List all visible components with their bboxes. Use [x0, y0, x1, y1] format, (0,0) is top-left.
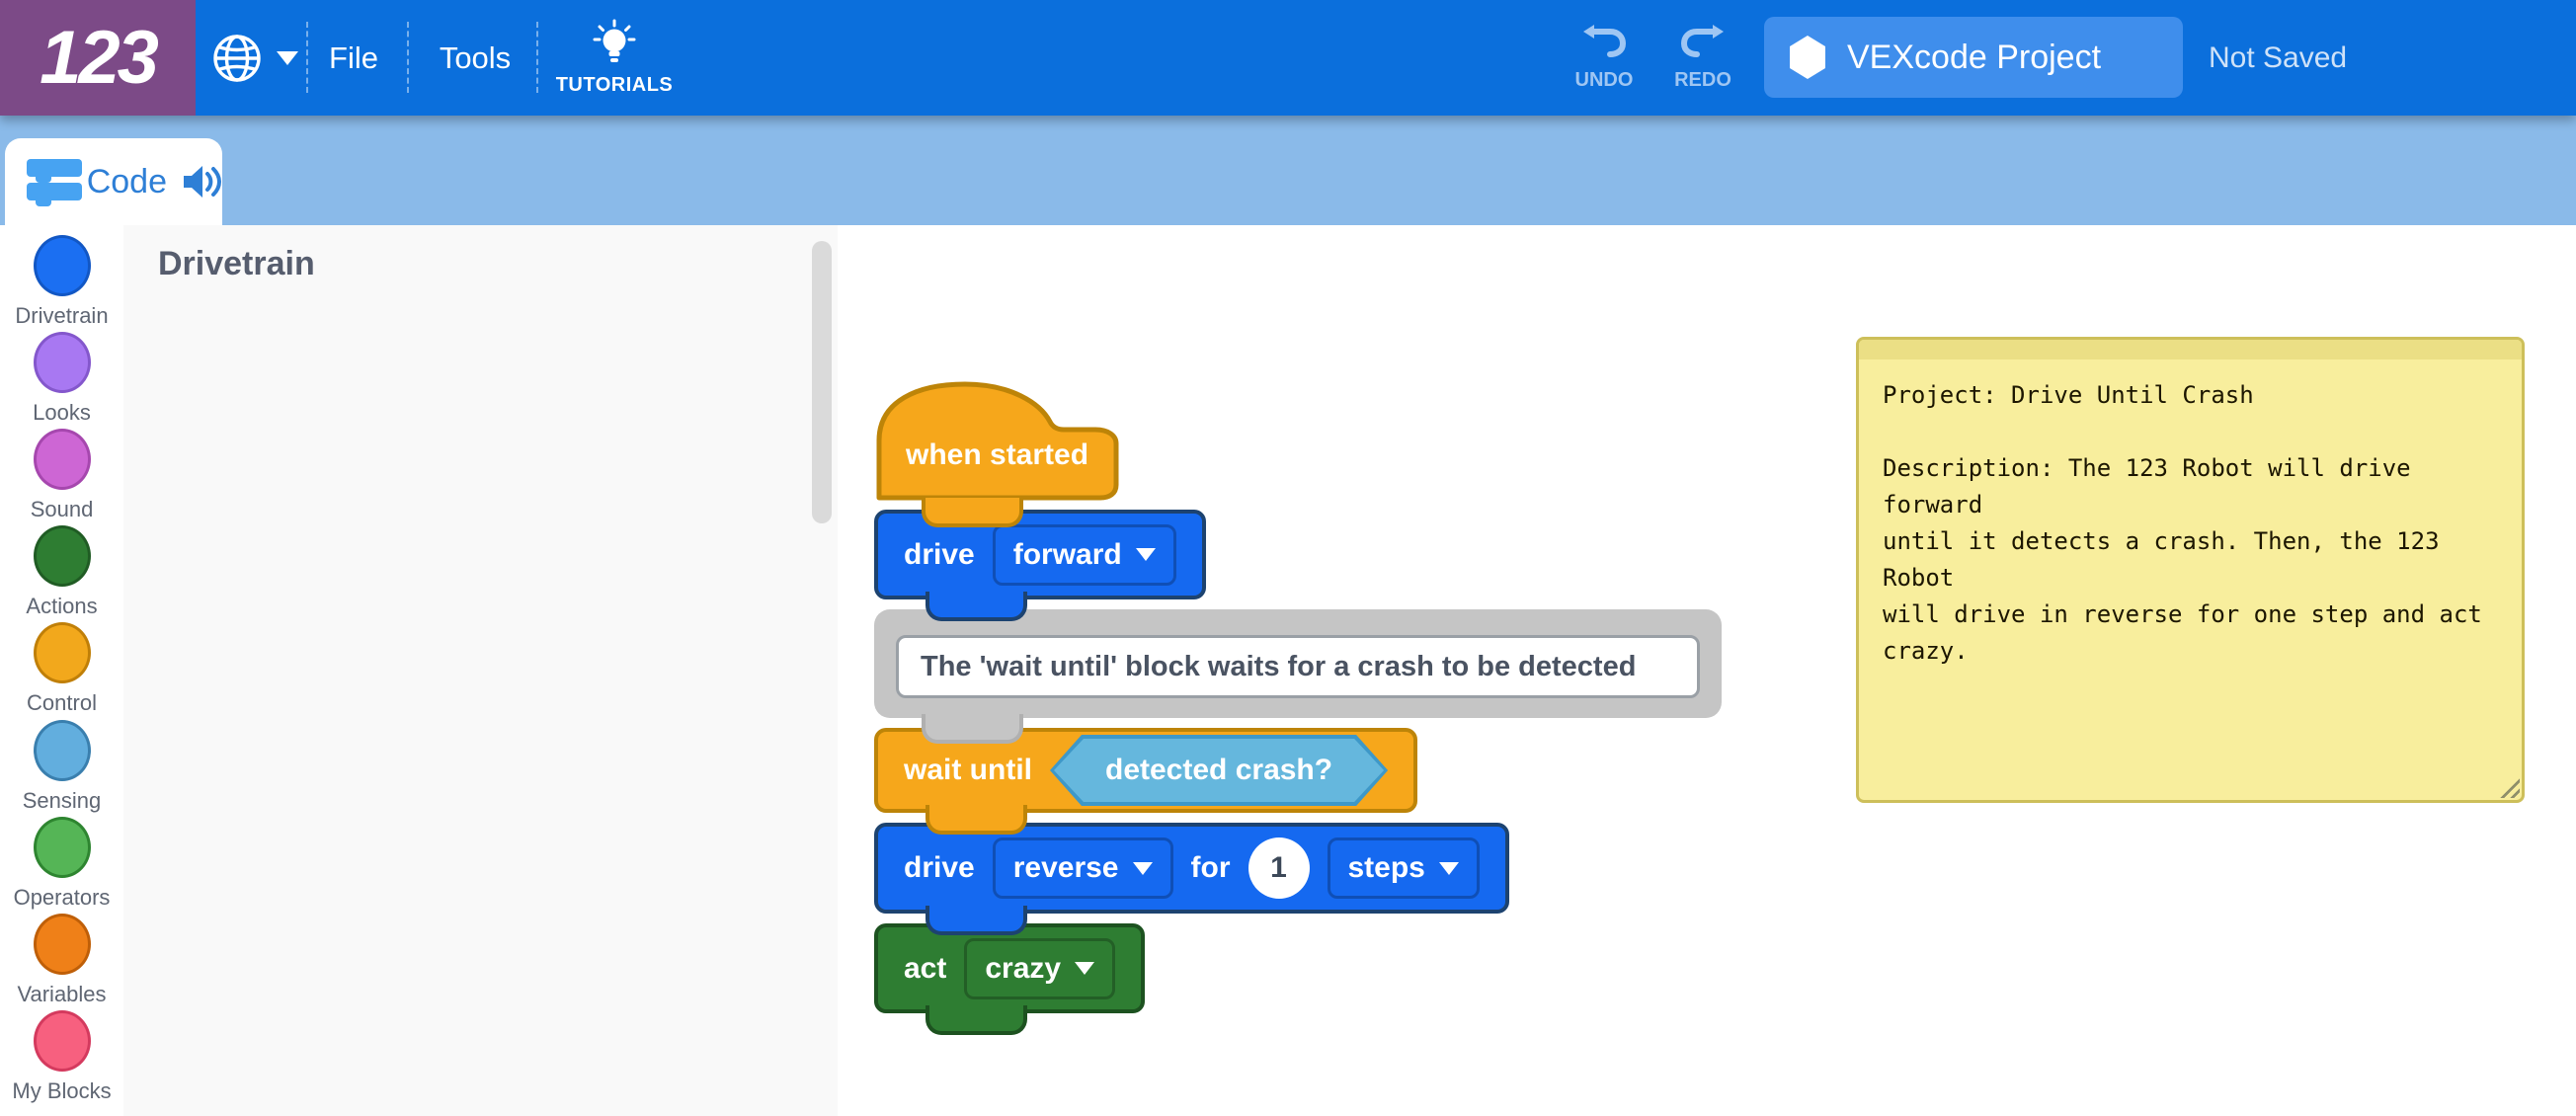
redo-icon	[1680, 24, 1726, 61]
tab-strip: Code	[0, 116, 2576, 225]
speaker-icon[interactable]	[181, 163, 222, 200]
redo-button[interactable]: REDO	[1663, 0, 1742, 116]
dropdown-caret-icon	[1438, 861, 1459, 875]
category-label: Sensing	[22, 788, 102, 813]
tutorials-label: TUTORIALS	[555, 74, 674, 96]
category-circle-icon	[33, 235, 91, 296]
category-label: Sound	[30, 497, 94, 521]
language-menu[interactable]	[211, 0, 298, 116]
dropdown-value: forward	[1012, 537, 1122, 571]
block-bump	[922, 714, 1023, 744]
sidebar-item-variables[interactable]: Variables	[0, 914, 123, 1007]
category-label: Looks	[33, 400, 91, 425]
menu-tools[interactable]: Tools	[439, 40, 512, 75]
value-bubble[interactable]: 1	[1248, 837, 1310, 899]
note-text[interactable]: Project: Drive Until Crash Description: …	[1883, 381, 2482, 665]
block-label: drive	[904, 851, 975, 884]
dropdown-value: crazy	[985, 951, 1062, 985]
block-bump	[922, 498, 1023, 527]
block-drive-forward[interactable]: drive forward	[874, 510, 1206, 621]
category-label: Control	[27, 690, 97, 715]
block-label: drive	[904, 537, 975, 571]
chevron-down-icon	[277, 50, 298, 65]
dropdown-caret-icon	[1075, 962, 1095, 975]
lightbulb-icon	[592, 19, 637, 68]
category-sidebar: Drivetrain Looks Sound Actions Control Sensin…	[0, 225, 123, 1116]
block-bump	[926, 805, 1027, 835]
dropdown-field[interactable]: forward	[992, 523, 1176, 586]
block-label: for	[1190, 851, 1231, 884]
globe-icon	[211, 33, 263, 84]
category-label: Operators	[13, 885, 111, 910]
category-circle-icon	[33, 720, 91, 781]
undo-icon	[1581, 24, 1627, 61]
menu-file[interactable]: File	[329, 40, 378, 75]
category-circle-icon	[33, 817, 91, 878]
top-toolbar: 123 File Tools	[0, 0, 2576, 116]
block-bump	[926, 592, 1027, 621]
comment-text[interactable]: The 'wait until' block waits for a crash…	[896, 635, 1700, 698]
redo-label: REDO	[1674, 69, 1731, 91]
block-when-started[interactable]: when started	[874, 377, 1121, 527]
toolbar-divider	[306, 22, 308, 93]
palette-scrollbar[interactable]	[812, 241, 832, 523]
tutorials-button[interactable]: TUTORIALS	[545, 0, 684, 116]
toolbar-divider	[407, 22, 409, 93]
project-name-button[interactable]: VEXcode Project	[1764, 17, 2183, 98]
sidebar-item-control[interactable]: Control	[0, 622, 123, 716]
project-sticky-note[interactable]: Project: Drive Until Crash Description: …	[1856, 337, 2525, 803]
comment-wait-until[interactable]: The 'wait until' block waits for a crash…	[874, 609, 1722, 744]
category-label: Actions	[26, 594, 98, 618]
category-circle-icon	[33, 914, 91, 975]
dropdown-caret-icon	[1135, 548, 1156, 561]
block-bump	[926, 906, 1027, 935]
block-bump	[926, 1005, 1027, 1035]
dropdown-field[interactable]: reverse	[992, 837, 1173, 899]
category-label: Drivetrain	[15, 303, 109, 328]
block-label: when started	[906, 438, 1089, 471]
sidebar-item-operators[interactable]: Operators	[0, 817, 123, 911]
sidebar-item-my-blocks[interactable]: My Blocks	[0, 1010, 123, 1104]
category-circle-icon	[33, 622, 91, 683]
category-label: Variables	[17, 982, 107, 1006]
hexagon-icon	[1790, 36, 1825, 79]
tab-code[interactable]: Code	[5, 138, 222, 225]
dropdown-value: steps	[1347, 851, 1425, 884]
project-name-label: VEXcode Project	[1847, 38, 2102, 76]
toolbar-divider	[536, 22, 538, 93]
hex-label: detected crash?	[1105, 754, 1333, 786]
block-act-crazy[interactable]: act crazy	[874, 923, 1146, 1035]
sidebar-item-looks[interactable]: Looks	[0, 332, 123, 426]
category-label: My Blocks	[12, 1078, 112, 1103]
dropdown-field[interactable]: crazy	[964, 937, 1116, 999]
sidebar-item-sensing[interactable]: Sensing	[0, 720, 123, 814]
hex-reporter[interactable]: detected crash?	[1050, 735, 1388, 806]
category-circle-icon	[33, 429, 91, 490]
category-circle-icon	[33, 332, 91, 393]
dropdown-value: reverse	[1012, 851, 1119, 884]
note-header-strip[interactable]	[1859, 340, 2522, 359]
undo-label: UNDO	[1574, 69, 1634, 91]
block-palette	[123, 225, 838, 1116]
undo-button[interactable]: UNDO	[1565, 0, 1644, 116]
app-logo-123[interactable]: 123	[0, 0, 196, 116]
block-label: act	[904, 951, 947, 985]
sidebar-item-drivetrain[interactable]: Drivetrain	[0, 235, 123, 329]
block-drive-reverse-for-steps[interactable]: drive reverse for 1 steps	[874, 823, 1509, 935]
block-wait-until[interactable]: wait until detected crash?	[874, 728, 1418, 835]
block-label: wait until	[904, 754, 1032, 786]
dropdown-caret-icon	[1132, 861, 1153, 875]
save-status: Not Saved	[2209, 40, 2348, 74]
palette-header: Drivetrain	[158, 245, 315, 282]
tab-code-label: Code	[86, 162, 167, 200]
sidebar-item-actions[interactable]: Actions	[0, 525, 123, 619]
dropdown-field[interactable]: steps	[1327, 837, 1480, 899]
category-circle-icon	[33, 1010, 91, 1072]
blocks-icon	[27, 159, 82, 206]
sidebar-item-sound[interactable]: Sound	[0, 429, 123, 522]
category-circle-icon	[33, 525, 91, 587]
